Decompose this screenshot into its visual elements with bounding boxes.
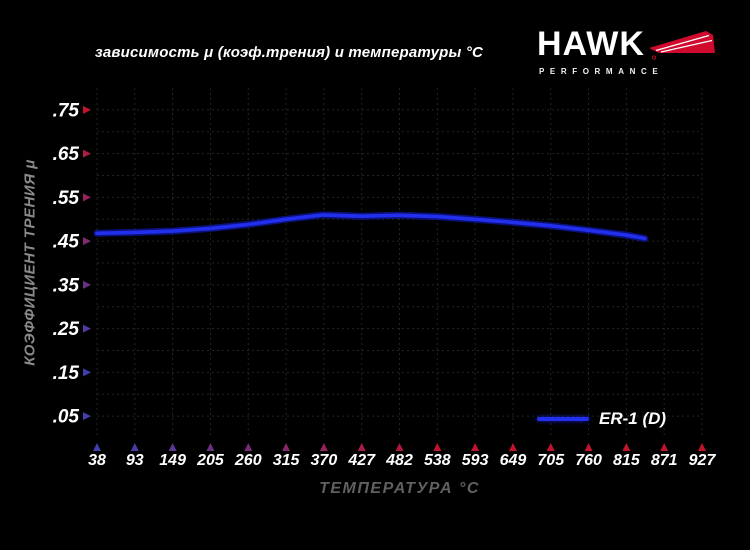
legend-label: ER-1 (D) bbox=[599, 409, 667, 428]
x-tick-label: 315 bbox=[273, 452, 301, 469]
x-tick-arrow bbox=[584, 443, 593, 451]
x-tick-arrow bbox=[433, 443, 442, 451]
y-tick-label: .45 bbox=[53, 232, 80, 253]
legend: ER-1 (D) bbox=[537, 409, 666, 429]
y-tick-label: .35 bbox=[53, 275, 80, 296]
y-tick-arrow bbox=[83, 149, 91, 158]
x-tick-arrow bbox=[698, 443, 706, 451]
friction-curve bbox=[95, 213, 647, 241]
x-tick-arrow bbox=[282, 443, 291, 451]
y-tick-label: .55 bbox=[53, 188, 80, 209]
x-tick-label: 482 bbox=[385, 452, 413, 469]
x-tick-label: 760 bbox=[575, 452, 602, 469]
x-tick-arrow bbox=[319, 443, 328, 451]
x-tick-arrow bbox=[168, 443, 177, 451]
x-tick-label: 93 bbox=[126, 452, 144, 469]
y-tick-arrow bbox=[83, 237, 91, 246]
x-tick-arrow bbox=[471, 443, 480, 451]
hawk-wing-icon bbox=[648, 31, 715, 60]
x-tick-label: 815 bbox=[613, 452, 641, 469]
x-axis-title: ТЕМПЕРАТУРА °C bbox=[319, 480, 480, 497]
y-tick-label: .05 bbox=[53, 407, 80, 428]
x-tick-arrow bbox=[93, 443, 101, 451]
legend-line-sample bbox=[537, 417, 589, 421]
x-tick-label: 260 bbox=[234, 452, 262, 469]
x-tick-label: 370 bbox=[311, 452, 338, 469]
y-tick-arrow bbox=[83, 193, 91, 202]
x-tick-label: 927 bbox=[689, 452, 717, 469]
chart-title: зависимость μ (коэф.трения) и температур… bbox=[95, 44, 484, 61]
hawk-logo-tagline: PERFORMANCE bbox=[539, 67, 664, 76]
y-tick-arrow bbox=[83, 280, 91, 289]
x-tick-label: 538 bbox=[424, 452, 451, 469]
hawk-logo: HAWK PERFORMANCE bbox=[537, 26, 722, 76]
x-tick-label: 38 bbox=[88, 452, 106, 469]
x-tick-label: 149 bbox=[159, 452, 186, 469]
x-tick-arrow bbox=[660, 443, 669, 451]
y-tick-label: .15 bbox=[53, 363, 80, 384]
x-tick-arrow bbox=[130, 443, 139, 451]
x-tick-label: 649 bbox=[500, 452, 527, 469]
x-tick-arrow bbox=[206, 443, 215, 451]
y-tick-arrow bbox=[83, 324, 91, 333]
y-tick-arrow bbox=[83, 368, 91, 377]
hawk-logo-wordmark: HAWK bbox=[537, 24, 645, 64]
y-tick-arrow bbox=[83, 412, 91, 421]
y-tick-label: .65 bbox=[53, 144, 80, 165]
x-tick-label: 593 bbox=[462, 452, 489, 469]
x-tick-arrow bbox=[546, 443, 555, 451]
x-tick-arrow bbox=[395, 443, 404, 451]
registered-mark-icon bbox=[651, 55, 656, 60]
y-tick-label: .25 bbox=[53, 319, 80, 340]
x-tick-arrow bbox=[622, 443, 631, 451]
x-tick-arrow bbox=[508, 443, 517, 451]
y-tick-arrow bbox=[83, 105, 91, 114]
x-tick-label: 205 bbox=[196, 452, 225, 469]
y-tick-label: .75 bbox=[53, 100, 80, 121]
x-tick-label: 705 bbox=[537, 452, 565, 469]
x-tick-label: 871 bbox=[651, 452, 678, 469]
x-tick-label: 427 bbox=[347, 452, 376, 469]
x-tick-arrow bbox=[244, 443, 253, 451]
x-tick-arrow bbox=[357, 443, 366, 451]
